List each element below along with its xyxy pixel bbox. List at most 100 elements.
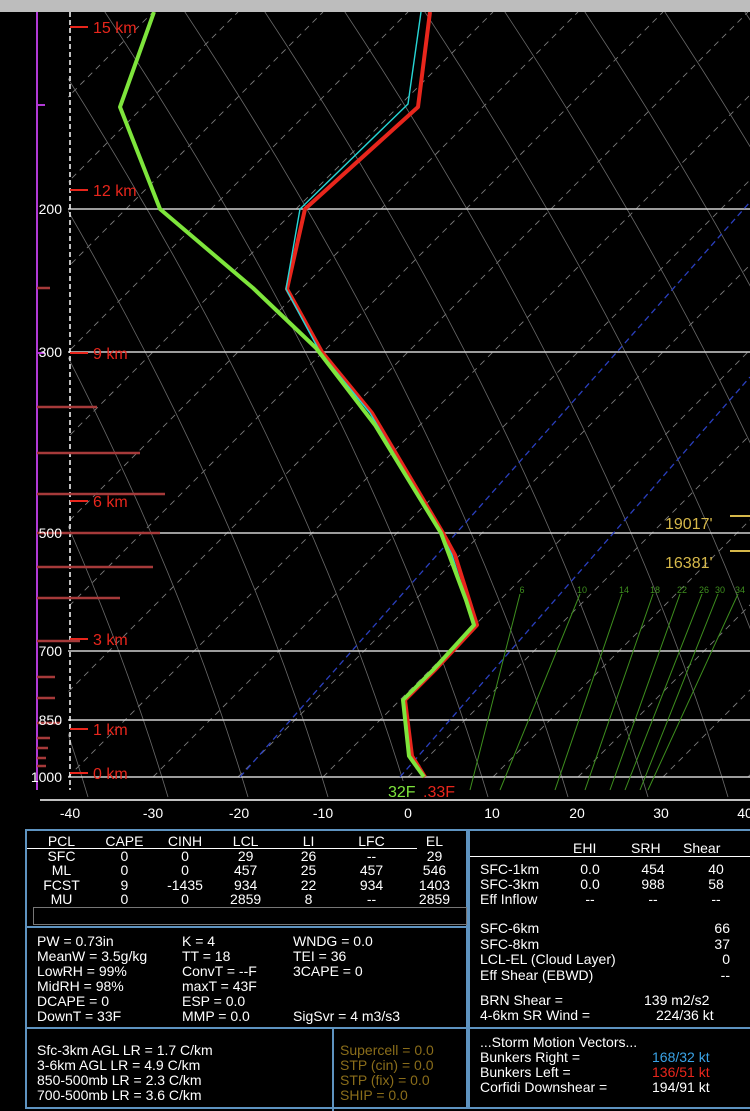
col-header: LCL [232,833,259,849]
surface-label-bg [386,781,464,799]
kinematic-row: Eff Shear (EBWD) -- [480,967,730,984]
parcel-cell: 22 [300,876,317,893]
layer-value: 58 [708,876,724,892]
isotherm-line [152,179,750,778]
parcel-cell: 0 [181,847,189,864]
lapse-rates: Sfc-3km AGL LR = 1.7 C/km 3-6km AGL LR =… [37,1043,213,1103]
kinematic-row: SFC-6km 66 [480,921,730,937]
dry-adiabat-line [344,12,729,798]
mixing-ratio-line [639,593,719,791]
composite-params: Supercell = 0.0 STP (cin) = 0.0 STP (fix… [340,1043,434,1103]
dry-adiabat-line [104,12,489,798]
dry-adiabat-line [68,524,169,798]
indices-col1: PW = 0.73in MeanW = 3.5g/kg LowRH = 99% … [37,934,147,1024]
layer-label: Eff Inflow [480,891,538,907]
col-header: CINH [167,833,203,849]
sounding-traces [118,12,479,779]
dry-adiabat-line [68,732,89,798]
dry-adiabat-line [264,12,649,798]
layer-value: -- [711,891,721,907]
dry-adiabat-line [664,12,750,148]
storm-motion-title: ...Storm Motion Vectors... [480,1034,638,1050]
height-label: 12 km [93,183,137,200]
layer-value: 37 [714,935,730,952]
parcel-row: MU 0 0 2859 8 -- 2859 [30,892,466,907]
pressure-label: 300 [39,344,63,360]
mixing-ratio-label: 10 [577,585,587,595]
height-label: 15 km [93,20,137,37]
shear-header: Shear [683,840,721,856]
zero-isotherm [399,376,750,778]
mixing-ratio-line [584,593,654,791]
kinematic-row: SFC-8km 37 [480,935,730,953]
storm-motion-value: 194/91 kt [652,1079,710,1095]
dry-adiabat-line [68,210,329,798]
index-tei: TEI = 36 [293,948,347,964]
storm-motion-rows: Bunkers Right = 168/32 kt Bunkers Left = 13… [480,1050,730,1095]
isotherm-line [68,94,750,778]
isotherm-lines [68,12,750,778]
index-wndg: WNDG = 0.0 [293,933,373,949]
level-label: 16381' [665,555,713,572]
height-label: 1 km [93,722,128,739]
dry-adiabat-line [584,12,750,287]
parcel-cell: 0 [120,847,129,864]
parcel-cell: -1435 [167,876,203,893]
mixing-ratio-line [499,593,581,791]
parcel-cell: 934 [359,876,384,893]
index-esp: ESP = 0.0 [182,993,246,1009]
dry-adiabat-line [68,77,409,798]
brn-shear-value: 139 m2/s2 [644,992,710,1008]
parcel-cell: 8 [304,891,313,907]
x-tick-label: -40 [60,805,80,821]
isotherm-line [68,12,154,98]
storm-motion-row: Bunkers Right = 168/32 kt [480,1050,730,1065]
parcel-table-header: PCL CAPE CINH LCL LI LFC EL [30,834,466,849]
mixing-ratio-label: 22 [677,585,687,595]
layer-value: 66 [714,920,730,936]
parcel-cell: 546 [422,862,447,878]
parcel-cell: ML [51,862,72,878]
parcel-cell: 457 [359,862,384,878]
kinematic-row: Eff Inflow -- -- -- [480,892,730,907]
dry-adiabat-line [68,356,249,798]
freezing-line [239,201,750,778]
isotherm-line [577,604,750,778]
thermo-panel: PCL CAPE CINH LCL LI LFC EL SFC 0 0 29 26 -- 2… [25,829,468,1111]
isotherm-line [237,264,750,778]
mixing-ratio-label: 14 [619,585,629,595]
col-header: LI [302,833,315,849]
srh-header: SRH [631,840,661,856]
parcel-cell: 934 [233,876,258,893]
x-tick-label: -20 [229,805,249,821]
parcel-cell: -- [366,891,377,907]
x-tick-label: 0 [404,805,412,821]
brn-shear-label: BRN Shear = [480,992,563,1008]
sounding-trace [118,12,476,779]
storm-motion-label: Bunkers Right = [480,1049,580,1065]
parcel-cell: SFC [47,847,76,864]
sr-wind-value: 224/36 kt [656,1007,714,1023]
mixing-ratio-label: 34 [735,585,745,595]
dry-adiabat-line [744,12,750,21]
height-label: 6 km [93,494,128,511]
sounding-trace [285,12,475,778]
isotherm-line [68,12,664,608]
index-downt: DownT = 33F [37,1008,122,1024]
lapse-850-500: 850-500mb LR = 2.3 C/km [37,1072,202,1088]
index-tt: TT = 18 [182,948,231,964]
index-3cape: 3CAPE = 0 [293,963,363,979]
pressure-label: 700 [39,643,63,659]
parcel-cell: 29 [237,847,254,864]
height-label: 9 km [93,346,128,363]
mixing-ratio-label: 6 [519,585,524,595]
parcel-cell: FCST [43,876,80,893]
mixing-ratio-label: 26 [699,585,709,595]
index-dcape: DCAPE = 0 [37,993,109,1009]
mixing-ratio-line [624,593,703,791]
index-sigsvr: SigSvr = 4 m3/s3 [293,1008,400,1024]
param-supercell: Supercell = 0.0 [340,1042,434,1058]
index-meanw: MeanW = 3.5g/kg [37,948,148,964]
col-header: CAPE [105,833,144,849]
